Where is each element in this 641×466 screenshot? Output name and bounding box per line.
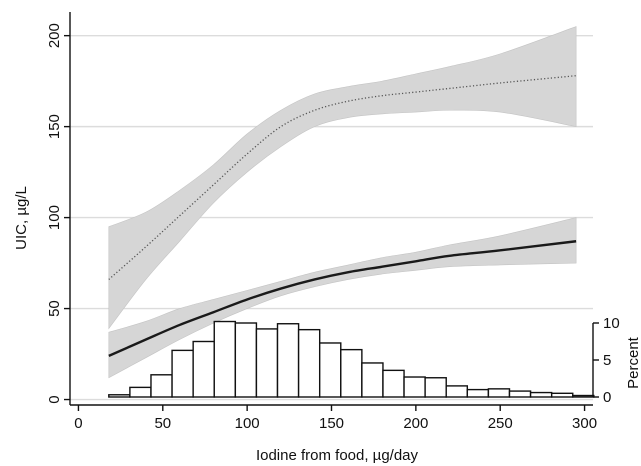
histogram-bar xyxy=(508,390,532,398)
histogram-bar xyxy=(487,388,511,398)
y2-tick-label: 10 xyxy=(603,315,620,332)
ci-band-1 xyxy=(108,26,577,330)
histogram-bar xyxy=(129,386,152,398)
y2-tick-label: 0 xyxy=(603,389,611,406)
histogram-bar xyxy=(150,374,173,398)
axes xyxy=(64,12,599,411)
histogram-bar xyxy=(276,323,300,398)
histogram-bar xyxy=(234,322,258,398)
x-axis-title: Iodine from food, µg/day xyxy=(256,447,419,464)
series-lines xyxy=(108,75,577,357)
series-line-1 xyxy=(108,75,577,280)
confidence-bands xyxy=(108,26,577,379)
histogram-bar xyxy=(550,392,574,398)
series-line-2 xyxy=(108,240,577,357)
histogram-bar xyxy=(382,369,405,398)
histogram-bar xyxy=(255,328,279,398)
histogram-bar xyxy=(213,320,237,398)
x-tick-label: 250 xyxy=(488,415,513,432)
y-tick-label: 0 xyxy=(46,395,63,403)
x-tick-label: 300 xyxy=(572,415,597,432)
histogram-bar xyxy=(192,340,215,398)
y-tick-label: 100 xyxy=(46,205,63,230)
histogram-bar xyxy=(340,348,363,398)
histogram-bar xyxy=(318,342,342,398)
x-tick-label: 200 xyxy=(403,415,428,432)
histogram-bar xyxy=(361,362,384,398)
y-axis-title: UIC, µg/L xyxy=(13,186,30,250)
x-tick-label: 100 xyxy=(235,415,260,432)
histogram-bar xyxy=(445,385,469,398)
histogram-bar xyxy=(424,377,447,398)
y2-axis-title: Percent xyxy=(625,336,641,389)
histogram-bar xyxy=(108,394,131,398)
x-tick-label: 150 xyxy=(319,415,344,432)
histogram-bars xyxy=(108,320,595,398)
y-tick-label: 50 xyxy=(46,300,63,317)
x-tick-label: 50 xyxy=(154,415,171,432)
histogram-bar xyxy=(403,376,426,398)
histogram-bar xyxy=(297,328,321,398)
histogram-bar xyxy=(171,349,194,398)
y-tick-label: 150 xyxy=(46,114,63,139)
histogram-bar xyxy=(529,391,553,398)
histogram-bar xyxy=(572,394,595,398)
ci-band-2 xyxy=(108,217,577,379)
tick-labels: 0 50 100 150 200 250 300 0 50 100 150 200 0 5 10 xyxy=(46,23,620,432)
histogram-bar xyxy=(466,388,490,398)
x-tick-label: 0 xyxy=(74,415,82,432)
y-tick-label: 200 xyxy=(46,23,63,48)
y2-tick-label: 5 xyxy=(603,352,611,369)
